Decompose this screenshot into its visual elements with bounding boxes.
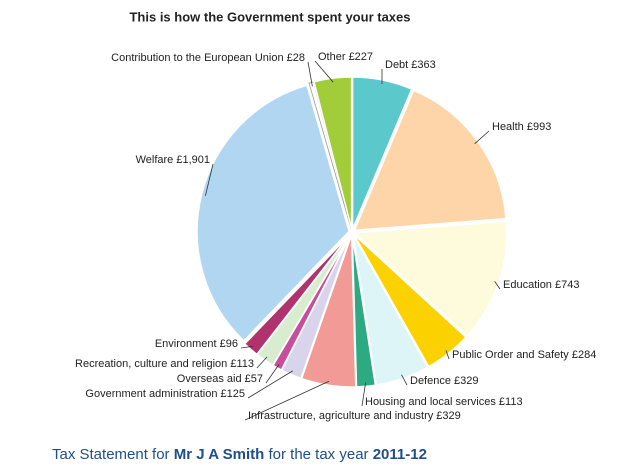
leader-line [247,370,293,399]
slice-label: Overseas aid £57 [177,373,263,385]
slice-label: Other £227 [318,51,373,63]
leader-line [474,130,490,145]
pie-slice [300,234,357,388]
pie-slice [353,220,508,337]
footer: Tax Statement for Mr J A Smith for the t… [52,446,427,463]
leader-line [265,364,280,384]
footer-name: Mr J A Smith [173,446,265,463]
slice-label: Public Order and Safety £284 [452,349,596,361]
leader-line [307,61,313,87]
pie-slice [313,76,353,230]
pie-slice [351,76,413,230]
footer-year: 2011-12 [372,446,427,463]
leader-line [205,163,214,196]
pie-slice [243,233,351,356]
slice-label: Housing and local services £113 [365,396,523,408]
pie-slice [353,89,507,232]
footer-text: Tax Statement for [52,446,174,463]
slice-label: Environment £96 [155,338,238,350]
leader-line [240,345,254,349]
slice-label: Education £743 [503,279,579,291]
pie-slice [353,233,467,368]
leader-line [445,350,450,360]
pie-slice [196,84,350,342]
leader-line [494,281,501,290]
leader-line [244,380,330,421]
slice-label: Debt £363 [385,59,436,71]
leader-line [401,374,408,386]
slice-label: Infrastructure, agriculture and industry… [248,410,461,422]
slice-label: Welfare £1,901 [136,154,210,166]
slice-label: Government administration £125 [85,388,245,400]
leader-line [314,60,334,83]
slice-label: Contribution to the European Union £28 [111,52,305,64]
footer-text: for the tax year [264,446,373,463]
leader-line [256,356,268,369]
slice-label: Recreation, culture and religion £113 [75,358,254,370]
pie-slice [352,234,429,386]
slice-label: Defence £329 [410,375,479,387]
chart-title: This is how the Government spent your ta… [129,9,410,24]
leader-line [361,382,367,407]
slice-label: Health £993 [492,121,551,133]
chart: This is how the Government spent your ta… [75,9,596,422]
